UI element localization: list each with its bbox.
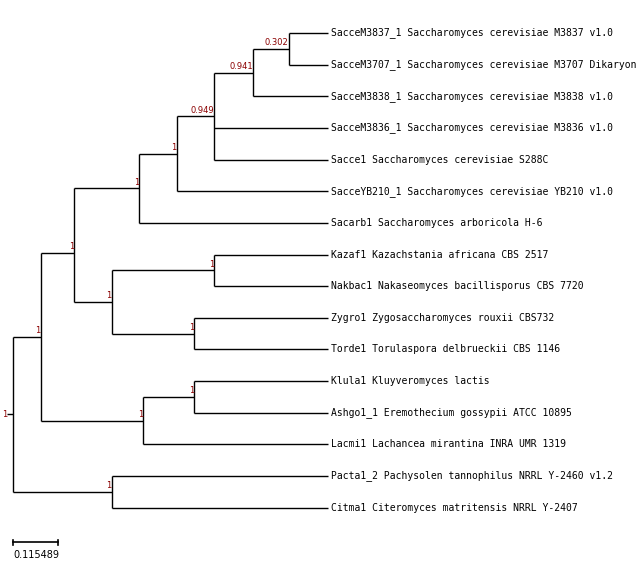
Text: 0.115489: 0.115489 (13, 550, 59, 560)
Text: 1: 1 (106, 481, 111, 490)
Text: 1: 1 (69, 242, 74, 251)
Text: 1: 1 (2, 410, 7, 419)
Text: 1: 1 (35, 326, 41, 335)
Text: 1: 1 (189, 323, 194, 332)
Text: Sacarb1 Saccharomyces arboricola H-6: Sacarb1 Saccharomyces arboricola H-6 (331, 218, 543, 228)
Text: 1: 1 (189, 387, 194, 395)
Text: 1: 1 (171, 143, 176, 152)
Text: 0.941: 0.941 (230, 62, 253, 71)
Text: Zygro1 Zygosaccharomyces rouxii CBS732: Zygro1 Zygosaccharomyces rouxii CBS732 (331, 313, 554, 323)
Text: Ashgo1_1 Eremothecium gossypii ATCC 10895: Ashgo1_1 Eremothecium gossypii ATCC 1089… (331, 408, 572, 418)
Text: Citma1 Citeromyces matritensis NRRL Y-2407: Citma1 Citeromyces matritensis NRRL Y-24… (331, 503, 578, 513)
Text: SacceM3836_1 Saccharomyces cerevisiae M3836 v1.0: SacceM3836_1 Saccharomyces cerevisiae M3… (331, 122, 613, 134)
Text: SacceM3707_1 Saccharomyces cerevisiae M3707 Dikaryon: SacceM3707_1 Saccharomyces cerevisiae M3… (331, 59, 637, 70)
Text: Nakbac1 Nakaseomyces bacillisporus CBS 7720: Nakbac1 Nakaseomyces bacillisporus CBS 7… (331, 281, 584, 291)
Text: 1: 1 (134, 178, 139, 187)
Text: Torde1 Torulaspora delbrueckii CBS 1146: Torde1 Torulaspora delbrueckii CBS 1146 (331, 345, 560, 354)
Text: Lacmi1 Lachancea mirantina INRA UMR 1319: Lacmi1 Lachancea mirantina INRA UMR 1319 (331, 439, 566, 449)
Text: 1: 1 (209, 260, 214, 269)
Text: Klula1 Kluyveromyces lactis: Klula1 Kluyveromyces lactis (331, 376, 490, 386)
Text: SacceM3837_1 Saccharomyces cerevisiae M3837 v1.0: SacceM3837_1 Saccharomyces cerevisiae M3… (331, 28, 613, 38)
Text: Kazaf1 Kazachstania africana CBS 2517: Kazaf1 Kazachstania africana CBS 2517 (331, 250, 549, 260)
Text: SacceM3838_1 Saccharomyces cerevisiae M3838 v1.0: SacceM3838_1 Saccharomyces cerevisiae M3… (331, 91, 613, 102)
Text: Pacta1_2 Pachysolen tannophilus NRRL Y-2460 v1.2: Pacta1_2 Pachysolen tannophilus NRRL Y-2… (331, 470, 613, 482)
Text: SacceYB210_1 Saccharomyces cerevisiae YB210 v1.0: SacceYB210_1 Saccharomyces cerevisiae YB… (331, 186, 613, 197)
Text: 1: 1 (106, 291, 111, 301)
Text: 0.949: 0.949 (190, 105, 214, 114)
Text: 1: 1 (138, 410, 143, 419)
Text: Sacce1 Saccharomyces cerevisiae S288C: Sacce1 Saccharomyces cerevisiae S288C (331, 155, 549, 165)
Text: 0.302: 0.302 (265, 38, 289, 48)
